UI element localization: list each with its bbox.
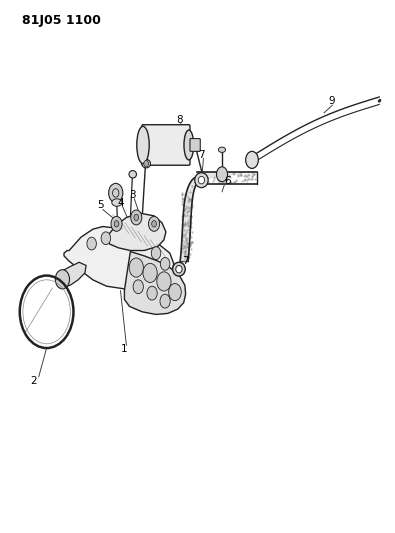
Polygon shape [124,252,186,314]
Ellipse shape [129,171,137,178]
FancyBboxPatch shape [190,139,200,151]
Polygon shape [106,213,166,251]
Circle shape [149,216,160,231]
Ellipse shape [198,176,205,184]
Text: 81J05 1100: 81J05 1100 [22,14,101,27]
Circle shape [87,237,96,250]
Ellipse shape [195,173,208,188]
Circle shape [109,183,123,203]
Text: 6: 6 [224,176,230,186]
Text: 7: 7 [198,150,205,159]
Polygon shape [180,172,257,261]
Circle shape [246,151,258,168]
Text: 1: 1 [121,344,128,354]
Ellipse shape [176,265,182,273]
Polygon shape [58,262,86,288]
Circle shape [160,257,170,270]
Circle shape [151,247,161,260]
Polygon shape [64,227,174,289]
Circle shape [144,160,149,167]
Circle shape [131,210,142,225]
Circle shape [55,270,70,289]
Ellipse shape [137,126,149,164]
FancyBboxPatch shape [142,125,190,165]
Circle shape [134,214,139,221]
Circle shape [169,284,181,301]
Circle shape [157,272,171,291]
Ellipse shape [184,130,194,160]
Text: 2: 2 [30,376,37,386]
Circle shape [129,258,143,277]
Text: 5: 5 [98,200,104,210]
Text: 9: 9 [329,96,335,106]
Ellipse shape [218,147,226,152]
Ellipse shape [173,262,185,276]
Text: 4: 4 [117,198,124,207]
Circle shape [133,280,143,294]
Circle shape [111,216,122,231]
Text: 7: 7 [182,256,189,266]
Text: 8: 8 [177,115,183,125]
Circle shape [147,286,157,300]
Circle shape [152,221,156,227]
Circle shape [216,167,228,182]
Circle shape [143,263,157,282]
Circle shape [114,221,119,227]
Ellipse shape [142,159,150,168]
Circle shape [160,294,170,308]
Circle shape [101,232,111,245]
Text: 3: 3 [129,190,135,199]
Ellipse shape [112,199,122,206]
